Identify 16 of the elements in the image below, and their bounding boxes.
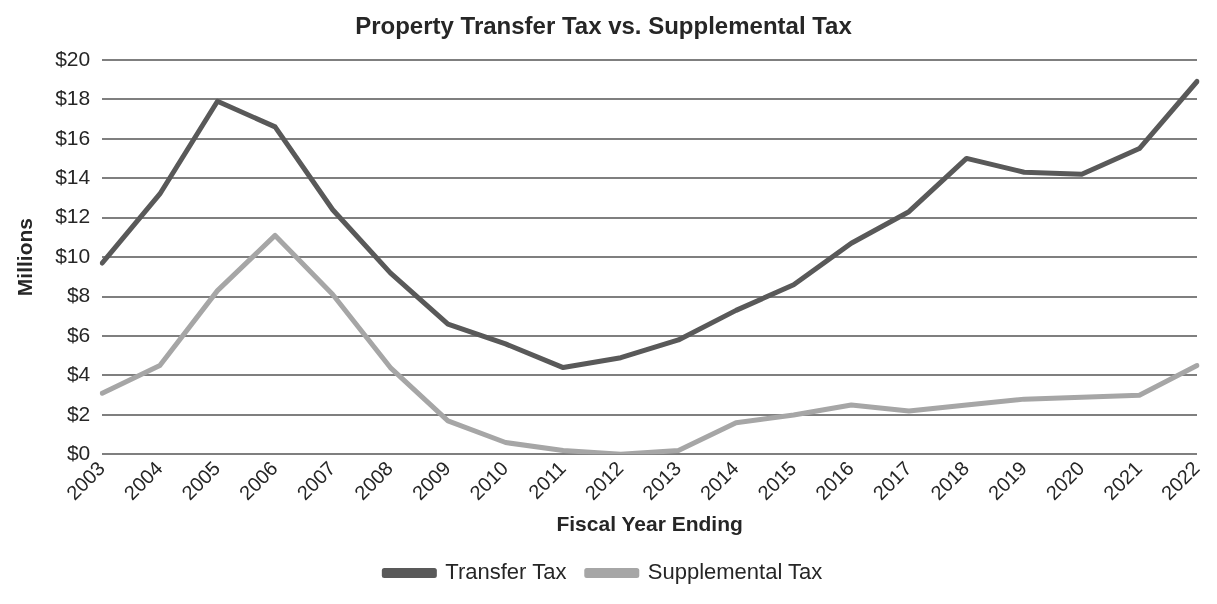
y-axis-title: Millions [13,218,37,297]
y-tick-label: $16 [55,125,91,149]
y-tick-label: $18 [55,86,91,110]
y-tick-label: $8 [66,283,91,307]
y-tick-label: $10 [55,243,91,267]
y-tick-label: $2 [66,401,91,425]
y-tick-label: $20 [55,46,91,70]
x-axis-title: Fiscal Year Ending [556,512,743,536]
y-tick-label: $6 [66,322,91,346]
legend-label: Transfer Tax [445,559,567,585]
y-tick-label: $12 [55,204,91,228]
y-tick-label: $0 [66,441,91,465]
chart-title: Property Transfer Tax vs. Supplemental Tax [355,12,853,40]
legend-label: Supplemental Tax [647,559,823,585]
y-tick-label: $14 [55,164,91,188]
y-tick-label: $4 [66,362,91,386]
